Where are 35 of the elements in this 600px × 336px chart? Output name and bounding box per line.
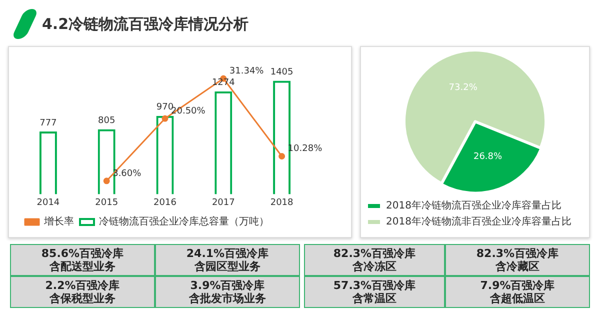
x-tick-label: 2018 bbox=[270, 198, 294, 208]
x-tick-label: 2016 bbox=[154, 198, 177, 208]
text: 85.6%百强冷库 bbox=[40, 247, 125, 260]
text: 含配送型业务 bbox=[48, 260, 116, 273]
legend-label: 冷链物流百强企业冷库总容量（万吨） bbox=[99, 216, 269, 228]
data-label: 777 bbox=[40, 118, 57, 128]
point bbox=[278, 153, 286, 160]
text: 82.3%百强冷库 bbox=[475, 247, 560, 260]
text: 含园区型业务 bbox=[194, 260, 262, 273]
chart-title: 4.2冷链物流百强冷库情况分析 bbox=[42, 14, 249, 34]
legend-label: 2018年冷链物流百强企业冷库容量占比 bbox=[386, 200, 562, 212]
text: 含常温区 bbox=[352, 292, 398, 305]
text: 含批发市场业务 bbox=[188, 292, 267, 305]
data-label: 31.34% bbox=[229, 66, 264, 76]
data-label: 1405 bbox=[270, 68, 294, 78]
text: 含冷冻区 bbox=[352, 260, 398, 273]
data-label: 26.8% bbox=[473, 152, 503, 162]
x-tick-label: 2015 bbox=[95, 198, 118, 208]
legend-label: 2018年冷链物流非百强企业冷库容量占比 bbox=[386, 216, 572, 228]
text: 82.3%百强冷库 bbox=[332, 247, 417, 260]
text: 含保税型业务 bbox=[48, 292, 116, 305]
text: 3.9%百强冷库 bbox=[189, 279, 266, 292]
x-tick-label: 2014 bbox=[36, 198, 60, 208]
legend-label: 增长率 bbox=[43, 216, 74, 228]
data-label: 73.2% bbox=[448, 83, 478, 94]
text: 57.3%百强冷库 bbox=[332, 279, 417, 292]
text: 含冷藏区 bbox=[494, 260, 540, 273]
text: 含超低温区 bbox=[489, 292, 546, 305]
text: 2.2%百强冷库 bbox=[44, 279, 121, 292]
point bbox=[103, 178, 110, 184]
data-label: 805 bbox=[98, 116, 116, 126]
point bbox=[162, 115, 168, 122]
x-tick-label: 2017 bbox=[212, 198, 235, 208]
text: 24.1%百强冷库 bbox=[185, 247, 270, 260]
text: 7.9%百强冷库 bbox=[479, 279, 556, 292]
